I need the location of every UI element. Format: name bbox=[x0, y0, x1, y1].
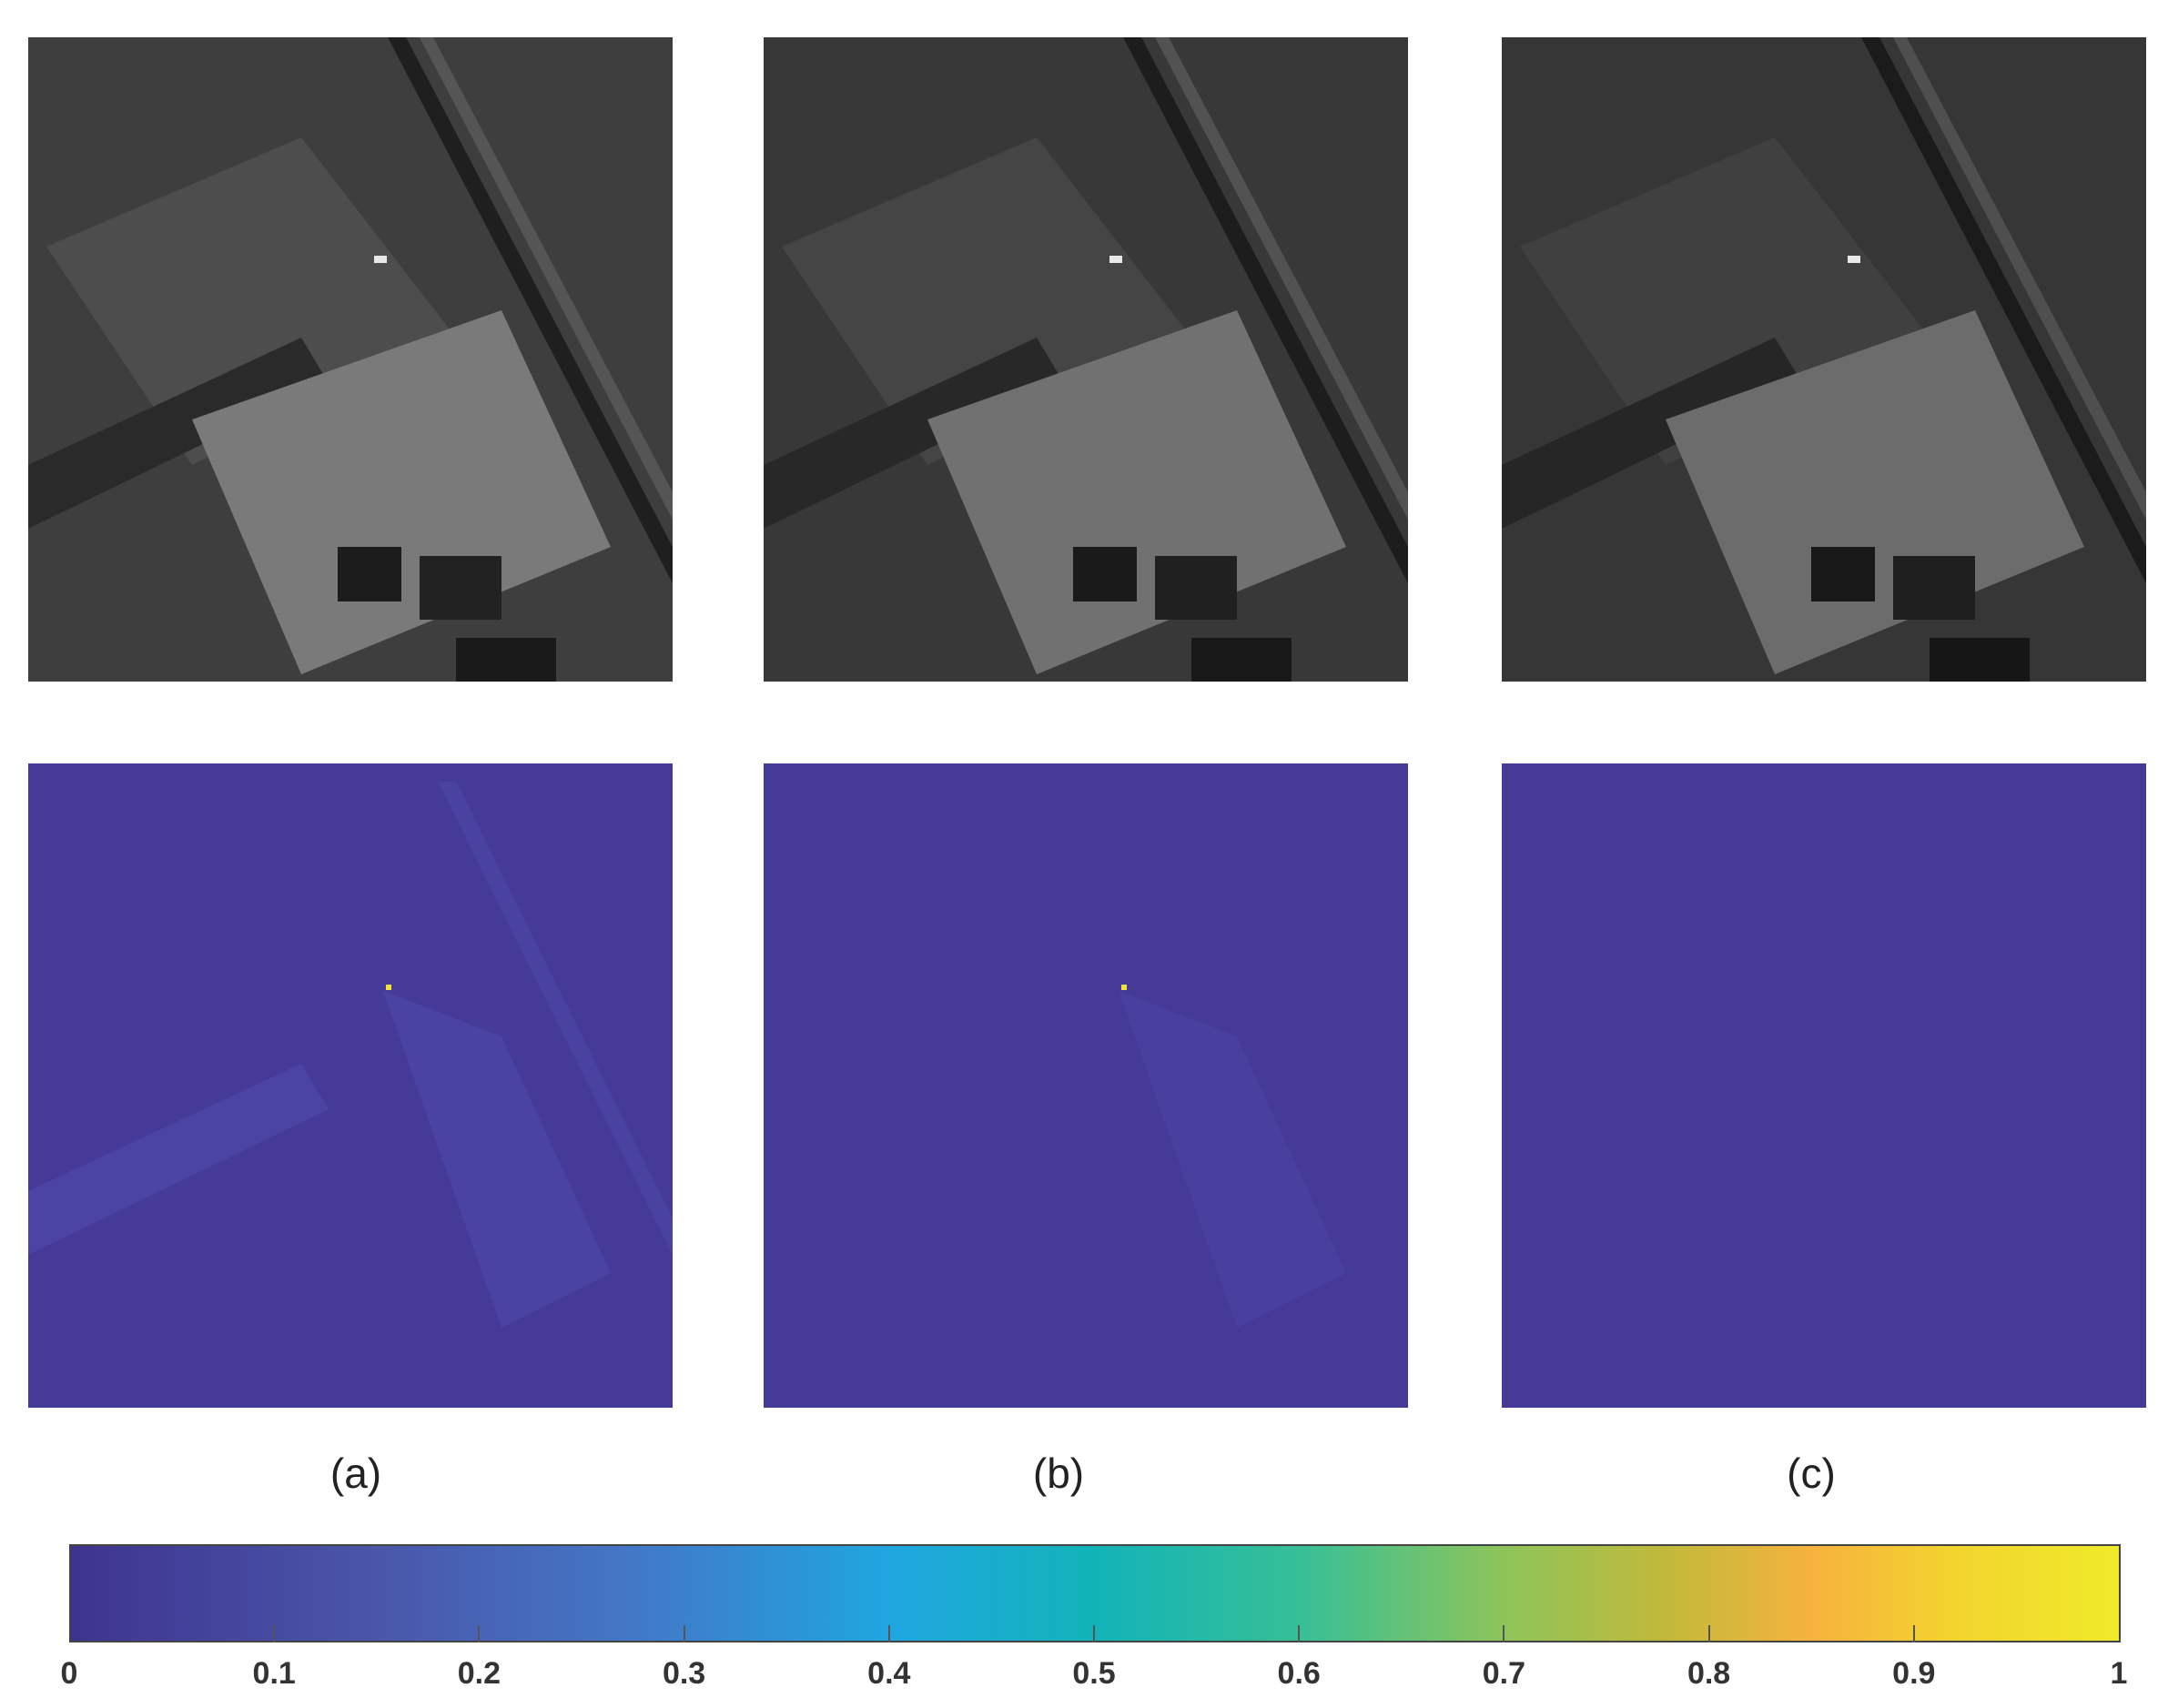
colorbar-tick-label: 0 bbox=[60, 1656, 78, 1691]
colorbar-tick-label: 0.1 bbox=[252, 1656, 296, 1691]
aerial-scene-b bbox=[764, 37, 1408, 682]
colorbar-tick-label: 0.3 bbox=[662, 1656, 706, 1691]
colorbar-tick-label: 0.2 bbox=[457, 1656, 501, 1691]
colorbar-tick-mark bbox=[273, 1625, 276, 1642]
colorbar-tick-label: 0.8 bbox=[1687, 1656, 1731, 1691]
hot-pixel-b bbox=[1121, 985, 1127, 990]
reconstruction-image-a bbox=[28, 37, 673, 682]
colorbar-tick-label: 0.5 bbox=[1072, 1656, 1116, 1691]
aerial-scene-c bbox=[1502, 37, 2146, 682]
caption-a: (a) bbox=[329, 1450, 382, 1497]
colorbar-tick-mark bbox=[1503, 1625, 1505, 1642]
colorbar-tick-mark bbox=[887, 1625, 890, 1642]
colorbar-tick-mark bbox=[1298, 1625, 1301, 1642]
colorbar-tick-label: 1 bbox=[2110, 1656, 2128, 1691]
colorbar-tick-mark bbox=[478, 1625, 481, 1642]
error-map-b bbox=[764, 763, 1408, 1408]
hot-pixel-a bbox=[386, 985, 391, 990]
colorbar-tick-label: 0.9 bbox=[1892, 1656, 1936, 1691]
aerial-scene-a bbox=[28, 37, 673, 682]
colorbar-tick-label: 0.6 bbox=[1277, 1656, 1321, 1691]
error-map-c-pattern bbox=[1502, 763, 2146, 1408]
error-map-c bbox=[1502, 763, 2146, 1408]
colorbar-tick-label: 0.4 bbox=[867, 1656, 911, 1691]
colorbar bbox=[69, 1544, 2121, 1642]
colorbar-tick-mark bbox=[1093, 1625, 1095, 1642]
reconstruction-image-c bbox=[1502, 37, 2146, 682]
colorbar-tick-mark bbox=[1912, 1625, 1915, 1642]
colorbar-tick-mark bbox=[1707, 1625, 1710, 1642]
colorbar-tick-label: 0.7 bbox=[1482, 1656, 1526, 1691]
colorbar-tick-mark bbox=[683, 1625, 685, 1642]
error-map-a-pattern bbox=[28, 763, 673, 1408]
error-map-b-pattern bbox=[764, 763, 1408, 1408]
reconstruction-image-b bbox=[764, 37, 1408, 682]
caption-b: (b) bbox=[1032, 1450, 1085, 1497]
error-map-a bbox=[28, 763, 673, 1408]
caption-c: (c) bbox=[1787, 1450, 1836, 1497]
